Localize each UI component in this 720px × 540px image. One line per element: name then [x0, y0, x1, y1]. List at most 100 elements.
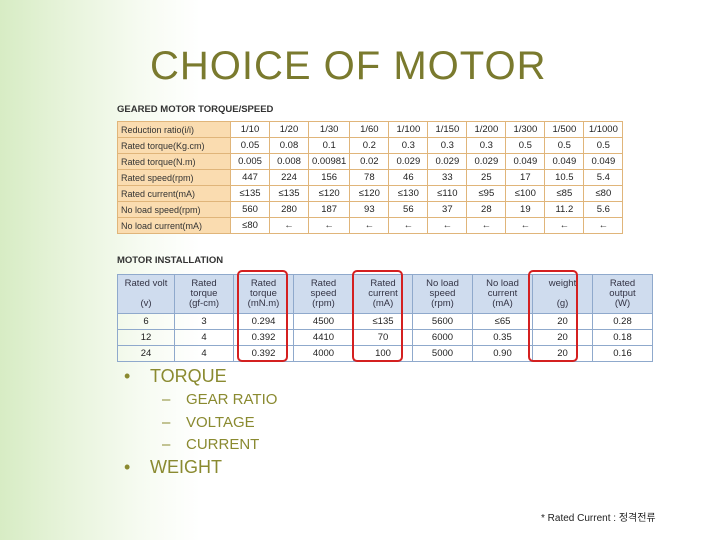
- table-row: 12 4 0.392 4410 70 6000 0.35 20 0.18: [117, 329, 653, 346]
- sub-bullet-voltage: – VOLTAGE: [162, 414, 255, 431]
- table-cell: 0.029: [466, 153, 507, 170]
- table-cell: 37: [427, 201, 468, 218]
- row-header: Rated speed(rpm): [117, 169, 231, 186]
- table-cell: 0.008: [269, 153, 309, 170]
- table-cell: 78: [349, 169, 390, 186]
- row-header: Rated current(mA): [117, 185, 231, 202]
- table-cell: ≤120: [349, 185, 390, 202]
- header-line: (mN.m): [247, 298, 280, 309]
- header-line: Rated: [191, 278, 217, 289]
- table-cell: 5.4: [583, 169, 624, 186]
- table-cell: 156: [307, 169, 351, 186]
- table-cell: ≤110: [427, 185, 468, 202]
- sub-bullet-current: – CURRENT: [162, 436, 259, 453]
- sub-bullet-text: GEAR RATIO: [186, 391, 278, 408]
- table-cell: 28: [466, 201, 507, 218]
- table-cell: ≤120: [307, 185, 351, 202]
- bullet-text: WEIGHT: [150, 457, 222, 477]
- highlight-box-rated-torque: [237, 270, 288, 362]
- highlight-box-weight: [528, 270, 578, 362]
- table-cell: 0.2: [349, 137, 390, 154]
- table-cell: 56: [388, 201, 429, 218]
- table-cell: 5000: [412, 345, 473, 362]
- table-cell: ←: [544, 217, 585, 234]
- table-cell: 4500: [293, 313, 354, 330]
- table-cell: 0.02: [349, 153, 390, 170]
- table-cell: 25: [466, 169, 507, 186]
- table-cell: 0.28: [592, 313, 653, 330]
- table-cell: 0.029: [427, 153, 468, 170]
- table-cell: ≤80: [230, 217, 270, 234]
- header-line: Rated: [250, 278, 277, 289]
- table-cell: 0.049: [544, 153, 585, 170]
- table-cell: ≤65: [472, 313, 533, 330]
- table-cell: 0.3: [388, 137, 429, 154]
- table-cell: 1/30: [307, 121, 351, 138]
- table-cell: 0.05: [230, 137, 270, 154]
- column-header: Rated output (W): [592, 274, 653, 314]
- table-cell: 1/10: [230, 121, 270, 138]
- table-row: Rated torque(N.m) 0.005 0.008 0.00981 0.02 0.…: [117, 153, 624, 170]
- bullet-marker: •: [124, 457, 131, 477]
- sub-bullet-text: CURRENT: [186, 436, 260, 453]
- table-row: Reduction ratio(i/i) 1/10 1/20 1/30 1/60 1/10…: [117, 121, 624, 138]
- background-gradient: [0, 0, 200, 540]
- table-cell: ←: [388, 217, 429, 234]
- table-cell: 0.35: [472, 329, 533, 346]
- table-cell: ≤135: [269, 185, 309, 202]
- header-line: (rpm): [312, 298, 335, 309]
- table-cell: 0.16: [592, 345, 653, 362]
- header-line: (mA): [492, 298, 513, 309]
- header-line: weight: [548, 278, 577, 289]
- table-cell: ←: [583, 217, 624, 234]
- header-line: (gf-cm): [188, 298, 220, 309]
- header-line: torque: [250, 288, 277, 299]
- header-line: (v): [140, 298, 152, 309]
- table-cell: 0.005: [230, 153, 270, 170]
- table-cell: 11.2: [544, 201, 585, 218]
- column-header: No load current (mA): [472, 274, 533, 314]
- table-cell: 1/150: [427, 121, 468, 138]
- header-line: No load: [486, 278, 519, 289]
- header-line: Rated volt: [124, 278, 168, 289]
- table-cell: 1/300: [505, 121, 546, 138]
- row-header: No load current(mA): [117, 217, 231, 234]
- table-cell: 0.00981: [307, 153, 351, 170]
- header-line: current: [487, 288, 518, 299]
- bullet-text: TORQUE: [150, 366, 227, 386]
- table-cell: 4000: [293, 345, 354, 362]
- row-header: Rated torque(Kg.cm): [117, 137, 231, 154]
- column-header: weight (g): [532, 274, 593, 314]
- table-cell: 187: [307, 201, 351, 218]
- table-cell: ←: [307, 217, 351, 234]
- header-line: output: [609, 288, 636, 299]
- table-cell: ←: [427, 217, 468, 234]
- geared-motor-table: Reduction ratio(i/i) 1/10 1/20 1/30 1/60 1/10…: [117, 121, 624, 234]
- header-line: (g): [556, 298, 569, 309]
- table-cell: 1/1000: [583, 121, 624, 138]
- table-cell: 12: [117, 329, 175, 346]
- header-line: speed: [310, 288, 337, 299]
- table-cell: 19: [505, 201, 546, 218]
- table-cell: 560: [230, 201, 270, 218]
- table-cell: ←: [466, 217, 507, 234]
- table-cell: 0.029: [388, 153, 429, 170]
- table-cell: 0.1: [307, 137, 351, 154]
- table-cell: ≤80: [583, 185, 624, 202]
- table-cell: 17: [505, 169, 546, 186]
- table-cell: 224: [269, 169, 309, 186]
- table-cell: 10.5: [544, 169, 585, 186]
- header-line: Rated: [310, 278, 337, 289]
- table-cell: 0.049: [583, 153, 624, 170]
- highlight-box-rated-current: [352, 270, 403, 362]
- table-cell: 447: [230, 169, 270, 186]
- table-cell: 93: [349, 201, 390, 218]
- bullet-weight: • WEIGHT: [124, 457, 222, 478]
- row-header: Rated torque(N.m): [117, 153, 231, 170]
- sub-bullet-text: VOLTAGE: [186, 414, 255, 431]
- table-cell: 24: [117, 345, 175, 362]
- table-cell: 0.18: [592, 329, 653, 346]
- dash-marker: –: [162, 436, 171, 453]
- table-row: No load current(mA) ≤80 ← ← ← ← ← ← ← ← ←: [117, 217, 624, 234]
- table-cell: ←: [269, 217, 309, 234]
